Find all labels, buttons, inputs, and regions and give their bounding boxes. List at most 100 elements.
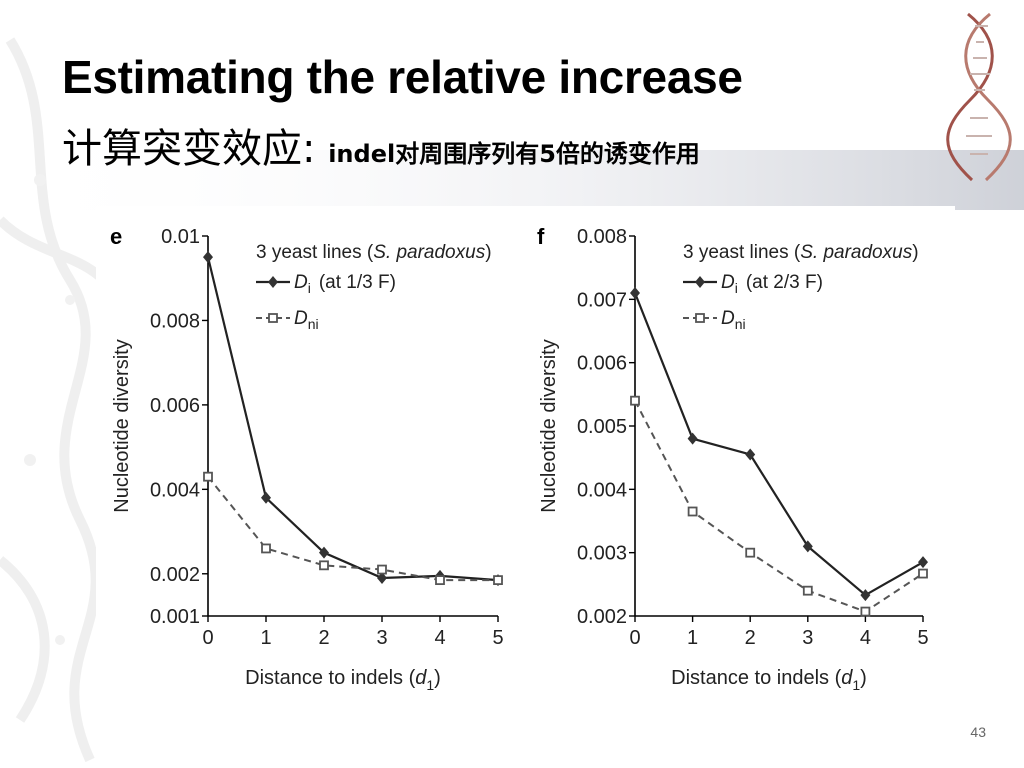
data-point-Di xyxy=(918,556,928,569)
data-point-Dni xyxy=(687,506,698,517)
legend-label-Di: Di (at 1/3 F) xyxy=(294,272,396,296)
y-tick-label: 0.006 xyxy=(577,353,627,375)
data-point-Dni xyxy=(630,395,640,406)
x-axis-label: Distance to indels (d1) xyxy=(671,667,867,693)
legend-title-prefix: 3 yeast lines ( xyxy=(256,242,374,263)
slide-subtitle: 计算突变效应: indel对周围序列有5倍的诱变作用 xyxy=(62,116,700,174)
y-tick-label: 0.01 xyxy=(161,226,200,248)
series-line-Dni xyxy=(207,476,498,582)
data-point-Dni xyxy=(918,568,928,579)
legend-marker-Dni xyxy=(695,313,705,323)
x-axis-label-sub: 1 xyxy=(852,677,860,693)
x-axis-label-var: d xyxy=(415,667,427,689)
data-point-Dni xyxy=(745,547,756,558)
legend-title-species: S. paradoxus xyxy=(800,242,912,263)
y-tick-label: 0.004 xyxy=(577,479,627,501)
legend-di-letter: D xyxy=(294,272,308,293)
y-tick-label: 0.001 xyxy=(150,606,200,628)
data-point-Dni xyxy=(261,543,271,554)
legend-title: 3 yeast lines (S. paradoxus) xyxy=(683,242,919,263)
x-tick-label: 0 xyxy=(629,627,640,649)
x-axis-label-var: d xyxy=(841,667,853,689)
legend-marker-Di xyxy=(268,276,278,288)
legend-dni-sub: ni xyxy=(308,316,319,332)
y-axis-label: Nucleotide diversity xyxy=(111,339,133,512)
legend-marker-Dni xyxy=(268,313,278,323)
legend-di-note: (at 1/3 F) xyxy=(319,272,396,293)
subtitle-sub: indel对周围序列有5倍的诱变作用 xyxy=(328,140,700,168)
slide-title: Estimating the relative increase xyxy=(62,51,743,103)
y-tick-label: 0.004 xyxy=(150,479,200,501)
page-number: 43 xyxy=(970,724,986,740)
data-point-Dni xyxy=(319,560,329,571)
data-point-Di xyxy=(203,251,213,264)
legend-di-letter: D xyxy=(721,272,735,293)
y-tick-label: 0.005 xyxy=(577,416,627,438)
data-point-Dni xyxy=(493,575,503,586)
data-point-Di xyxy=(261,491,271,504)
legend-title-species: S. paradoxus xyxy=(373,242,485,263)
x-axis-label-prefix: Distance to indels ( xyxy=(671,667,841,689)
chart-e: e 0.001 0.002 0.004 0.006 0.008 0.01 0 1 2 3 4 5 Nucl… xyxy=(110,224,504,693)
x-tick-label: 3 xyxy=(376,627,387,649)
data-point-Dni xyxy=(860,606,871,617)
data-point-Dni xyxy=(203,471,213,482)
x-tick-label: 2 xyxy=(745,627,756,649)
legend-marker-Di xyxy=(695,276,705,288)
data-point-Di xyxy=(687,432,698,445)
y-tick-label: 0.008 xyxy=(577,226,627,248)
legend-dni-letter: D xyxy=(294,308,308,329)
data-point-Dni xyxy=(802,585,813,596)
panel-label: f xyxy=(537,224,545,249)
x-tick-label: 1 xyxy=(260,627,271,649)
chart-f: f 0.002 0.003 0.004 0.005 0.006 0.007 0.008 0 1 2 3… xyxy=(537,224,929,693)
legend-di-sub: i xyxy=(308,280,311,296)
data-point-Di xyxy=(319,546,329,559)
figure-panel: e 0.001 0.002 0.004 0.006 0.008 0.01 0 1 2 3 4 5 Nucl… xyxy=(96,206,955,711)
legend-title: 3 yeast lines (S. paradoxus) xyxy=(256,242,492,263)
x-tick-label: 5 xyxy=(492,627,503,649)
x-axis-label: Distance to indels (d1) xyxy=(245,667,441,693)
data-point-Di xyxy=(630,287,640,299)
series-line-Dni xyxy=(634,400,924,613)
legend-title-suffix: ) xyxy=(912,242,918,263)
x-tick-label: 5 xyxy=(917,627,928,649)
subtitle-main: 计算突变效应: xyxy=(62,126,329,172)
data-point-Di xyxy=(860,589,871,602)
x-tick-label: 0 xyxy=(202,627,213,649)
panel-label: e xyxy=(110,224,122,249)
x-tick-label: 3 xyxy=(802,627,813,649)
y-tick-label: 0.006 xyxy=(150,395,200,417)
x-axis-label-sub: 1 xyxy=(426,677,434,693)
y-tick-label: 0.003 xyxy=(577,543,627,565)
series-line-Di xyxy=(633,292,924,597)
data-point-Di xyxy=(377,572,387,584)
x-tick-label: 2 xyxy=(318,627,329,649)
x-tick-label: 4 xyxy=(860,627,871,649)
y-axis-label: Nucleotide diversity xyxy=(538,339,560,512)
legend-title-prefix: 3 yeast lines ( xyxy=(683,242,801,263)
y-tick-label: 0.002 xyxy=(150,564,200,586)
data-point-Di xyxy=(745,448,756,461)
legend-di-sub: i xyxy=(735,280,738,296)
legend-label-Dni: Dni xyxy=(294,308,319,332)
dna-helix-icon xyxy=(946,12,1012,182)
legend-di-note: (at 2/3 F) xyxy=(746,272,823,293)
y-tick-label: 0.007 xyxy=(577,289,627,311)
legend-dni-letter: D xyxy=(721,308,735,329)
series-line-Di xyxy=(206,256,499,582)
legend-label-Di: Di (at 2/3 F) xyxy=(721,272,823,296)
data-point-Dni xyxy=(435,575,445,586)
x-axis-label-suffix: ) xyxy=(434,667,441,689)
legend-title-suffix: ) xyxy=(485,242,491,263)
y-tick-label: 0.008 xyxy=(150,310,200,332)
data-point-Di xyxy=(802,540,813,553)
legend-label-Dni: Dni xyxy=(721,308,746,332)
data-point-Dni xyxy=(377,564,387,575)
x-tick-label: 1 xyxy=(687,627,698,649)
x-axis-label-prefix: Distance to indels ( xyxy=(245,667,415,689)
y-tick-label: 0.002 xyxy=(577,606,627,628)
x-tick-label: 4 xyxy=(434,627,445,649)
legend-dni-sub: ni xyxy=(735,316,746,332)
